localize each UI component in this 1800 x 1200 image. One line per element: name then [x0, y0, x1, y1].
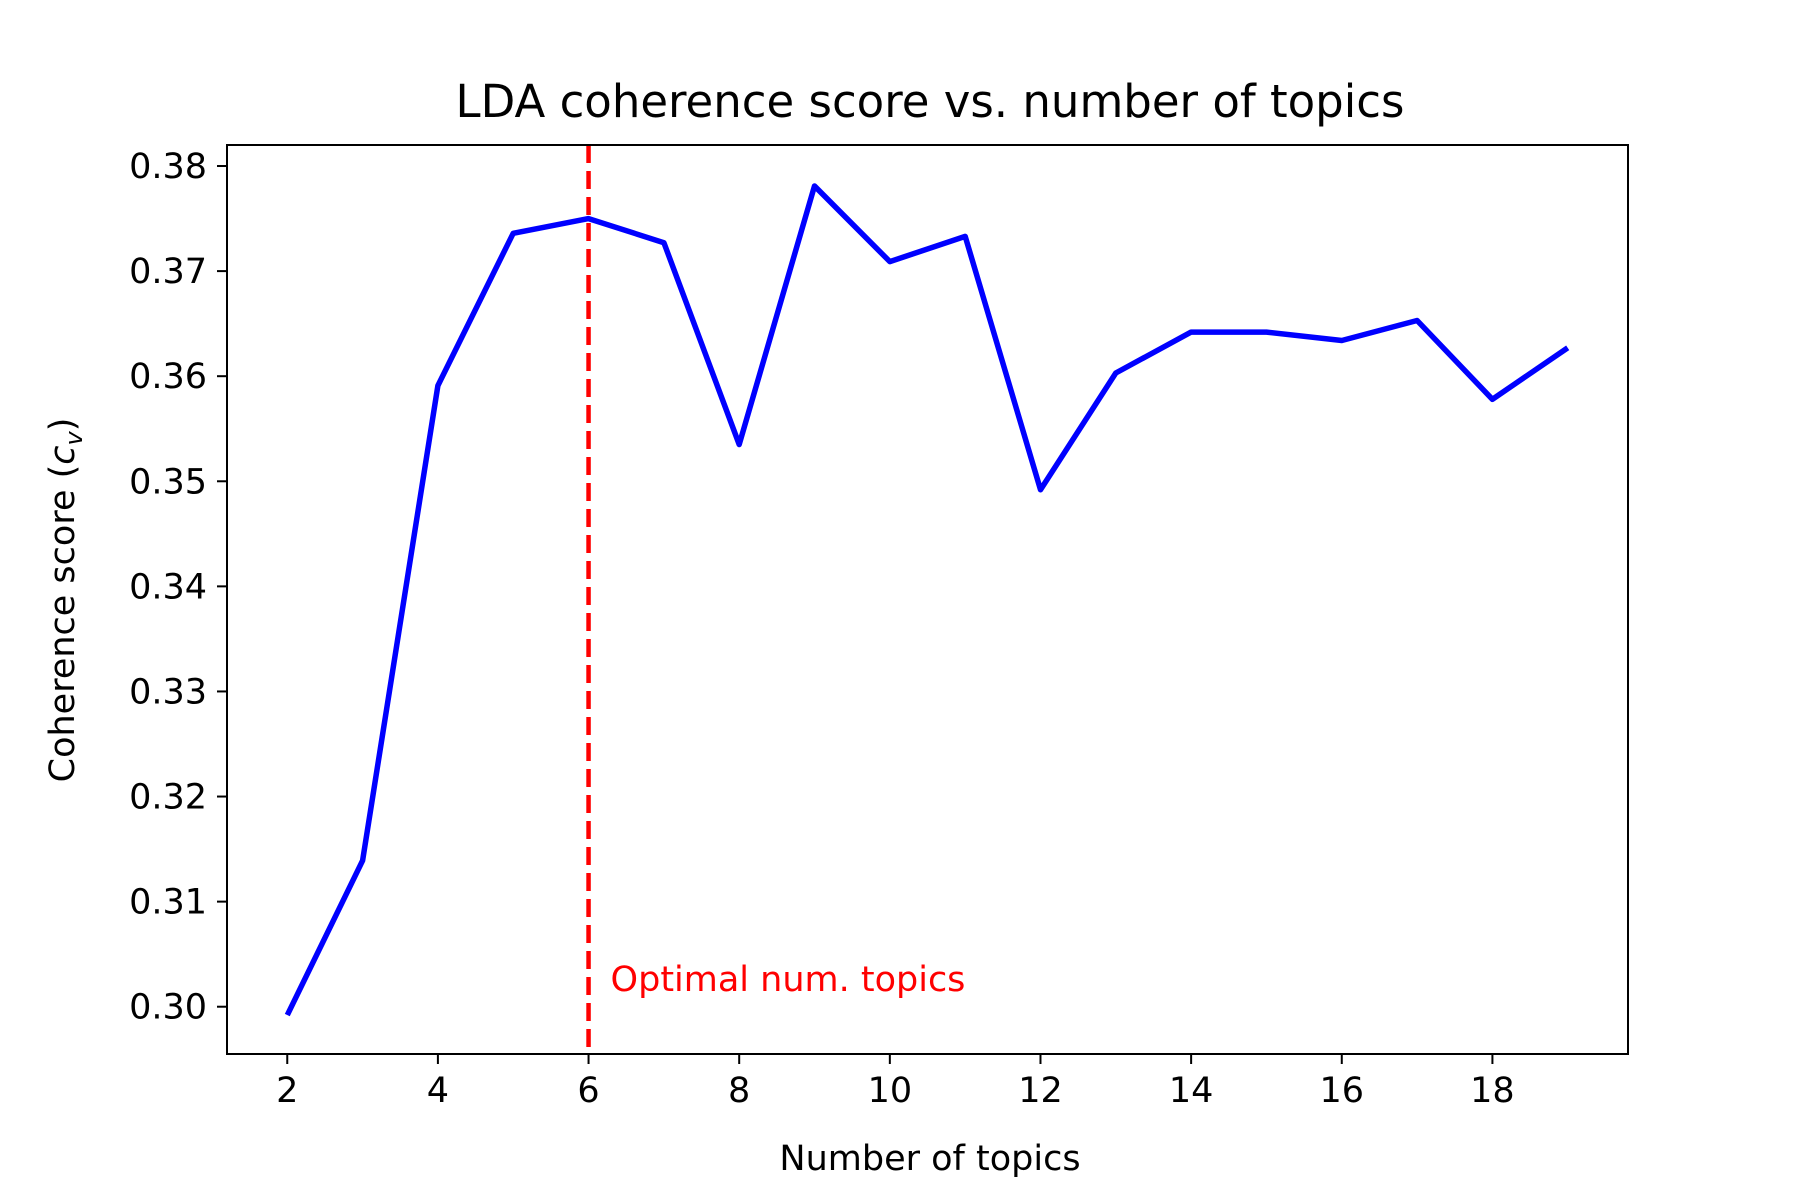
- series-line: [284, 183, 1570, 1017]
- y-tick-label: 0.37: [129, 252, 207, 292]
- y-axis-title-sub: v: [60, 430, 88, 445]
- y-axis-title: Coherence score (cv): [43, 418, 88, 783]
- y-tick-label: 0.35: [129, 462, 207, 502]
- y-tick-label: 0.33: [129, 672, 207, 712]
- x-tick-label: 16: [1320, 1071, 1365, 1111]
- y-axis-title-prefix: Coherence score (: [43, 465, 83, 783]
- optimal-topics-label: Optimal num. topics: [611, 960, 966, 1000]
- y-tick-label: 0.30: [129, 988, 207, 1028]
- x-tick-label: 10: [868, 1071, 913, 1111]
- y-tick-label: 0.38: [129, 147, 207, 187]
- x-tick-label: 6: [577, 1071, 599, 1111]
- plot-frame: [226, 144, 1629, 1055]
- y-tick-label: 0.36: [129, 357, 207, 397]
- x-tick-label: 14: [1169, 1071, 1214, 1111]
- plot-area: 2 4 6 8 10 12 14 16 18 0.30 0.31 0.32 0.33 0.34 0.35 0.…: [129, 144, 1629, 1111]
- y-axis-title-suffix: ): [43, 418, 83, 432]
- x-tick-label: 8: [728, 1071, 750, 1111]
- y-tick-label: 0.34: [129, 567, 207, 607]
- x-tick-label: 4: [427, 1071, 449, 1111]
- y-axis-title-c: c: [43, 445, 83, 464]
- x-tick-label: 2: [276, 1071, 298, 1111]
- y-tick-label: 0.31: [129, 883, 207, 923]
- chart-title: LDA coherence score vs. number of topics: [456, 75, 1405, 128]
- y-tick-label: 0.32: [129, 778, 207, 818]
- x-axis-title: Number of topics: [779, 1139, 1080, 1179]
- x-tick-label: 12: [1018, 1071, 1063, 1111]
- x-tick-label: 18: [1470, 1071, 1515, 1111]
